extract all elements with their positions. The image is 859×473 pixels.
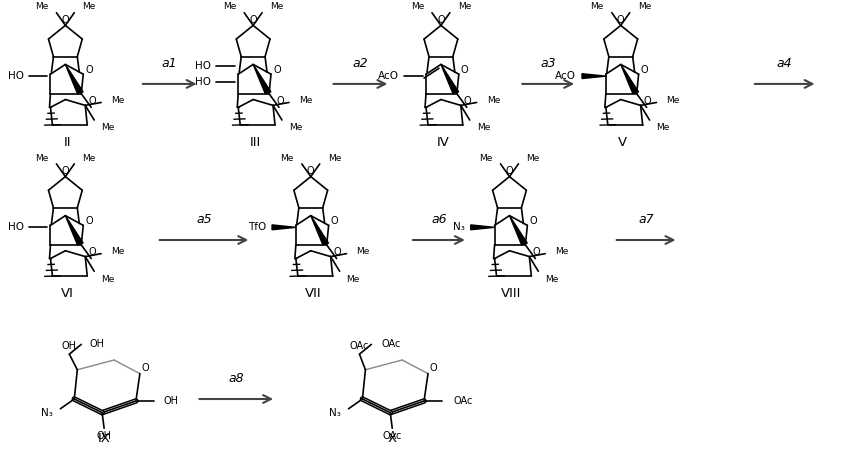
Text: O: O (617, 15, 624, 25)
Text: O: O (88, 247, 96, 257)
Text: a3: a3 (540, 57, 556, 70)
Text: a7: a7 (638, 213, 654, 226)
Text: Me: Me (411, 2, 424, 11)
Text: II: II (64, 136, 71, 149)
Polygon shape (621, 64, 638, 94)
Text: Me: Me (270, 2, 283, 11)
Text: Me: Me (82, 2, 95, 11)
Text: III: III (249, 136, 261, 149)
Polygon shape (509, 216, 527, 245)
Text: Me: Me (477, 123, 490, 132)
Text: Me: Me (111, 96, 125, 105)
Text: N₃: N₃ (40, 408, 52, 418)
Text: Me: Me (35, 2, 48, 11)
Text: Me: Me (527, 154, 539, 163)
Text: IX: IX (98, 431, 111, 445)
Text: AcO: AcO (378, 71, 399, 81)
Text: O: O (249, 15, 257, 25)
Text: Me: Me (82, 154, 95, 163)
Text: OH: OH (96, 431, 112, 441)
Text: Me: Me (281, 154, 294, 163)
Text: O: O (62, 15, 70, 25)
Text: O: O (533, 247, 540, 257)
Text: IV: IV (436, 136, 449, 149)
Text: Me: Me (637, 2, 651, 11)
Text: Me: Me (458, 2, 472, 11)
Polygon shape (441, 64, 459, 94)
Text: O: O (62, 166, 70, 176)
Text: OAc: OAc (454, 396, 473, 406)
Text: O: O (529, 217, 537, 227)
Text: OAc: OAc (381, 340, 400, 350)
Text: Me: Me (487, 96, 500, 105)
Text: Me: Me (545, 274, 558, 283)
Text: Me: Me (111, 247, 125, 256)
Text: Me: Me (327, 154, 341, 163)
Text: X: X (387, 431, 397, 445)
Text: AcO: AcO (555, 71, 576, 81)
Text: Me: Me (299, 96, 312, 105)
Text: O: O (643, 96, 651, 105)
Text: O: O (641, 65, 649, 75)
Text: Me: Me (590, 2, 604, 11)
Text: OH: OH (62, 342, 76, 351)
Text: HO: HO (8, 71, 24, 81)
Text: O: O (273, 65, 281, 75)
Text: O: O (464, 96, 472, 105)
Text: V: V (618, 136, 627, 149)
Text: O: O (437, 15, 445, 25)
Text: OH: OH (164, 396, 179, 406)
Polygon shape (272, 225, 295, 230)
Text: O: O (334, 247, 341, 257)
Text: O: O (88, 96, 96, 105)
Text: N₃: N₃ (329, 408, 340, 418)
Text: Me: Me (479, 154, 492, 163)
Text: O: O (331, 217, 338, 227)
Polygon shape (253, 64, 271, 94)
Text: a1: a1 (161, 57, 178, 70)
Text: Me: Me (35, 154, 48, 163)
Text: a8: a8 (228, 372, 244, 385)
Polygon shape (471, 225, 495, 230)
Text: a2: a2 (353, 57, 369, 70)
Text: a6: a6 (431, 213, 447, 226)
Text: a4: a4 (777, 57, 793, 70)
Polygon shape (65, 216, 83, 245)
Text: VI: VI (61, 287, 74, 300)
Polygon shape (311, 216, 328, 245)
Text: Me: Me (555, 247, 569, 256)
Text: O: O (85, 217, 93, 227)
Text: VII: VII (304, 287, 321, 300)
Text: HO: HO (195, 61, 211, 71)
Text: N₃: N₃ (453, 222, 465, 232)
Text: O: O (141, 363, 149, 373)
Text: Me: Me (656, 123, 670, 132)
Text: TfO: TfO (247, 222, 266, 232)
Text: OAc: OAc (350, 342, 369, 351)
Text: OAc: OAc (382, 431, 402, 441)
Polygon shape (582, 74, 606, 79)
Text: O: O (307, 166, 314, 176)
Text: VIII: VIII (502, 287, 521, 300)
Text: a5: a5 (196, 213, 212, 226)
Text: O: O (461, 65, 468, 75)
Text: O: O (276, 96, 283, 105)
Text: O: O (430, 363, 436, 373)
Text: Me: Me (222, 2, 236, 11)
Text: OH: OH (89, 340, 104, 350)
Text: Me: Me (667, 96, 679, 105)
Text: O: O (506, 166, 514, 176)
Text: O: O (85, 65, 93, 75)
Text: Me: Me (356, 247, 370, 256)
Text: Me: Me (101, 274, 114, 283)
Text: HO: HO (195, 77, 211, 87)
Text: Me: Me (101, 123, 114, 132)
Text: Me: Me (289, 123, 302, 132)
Text: Me: Me (346, 274, 360, 283)
Text: HO: HO (8, 222, 24, 232)
Polygon shape (65, 64, 83, 94)
